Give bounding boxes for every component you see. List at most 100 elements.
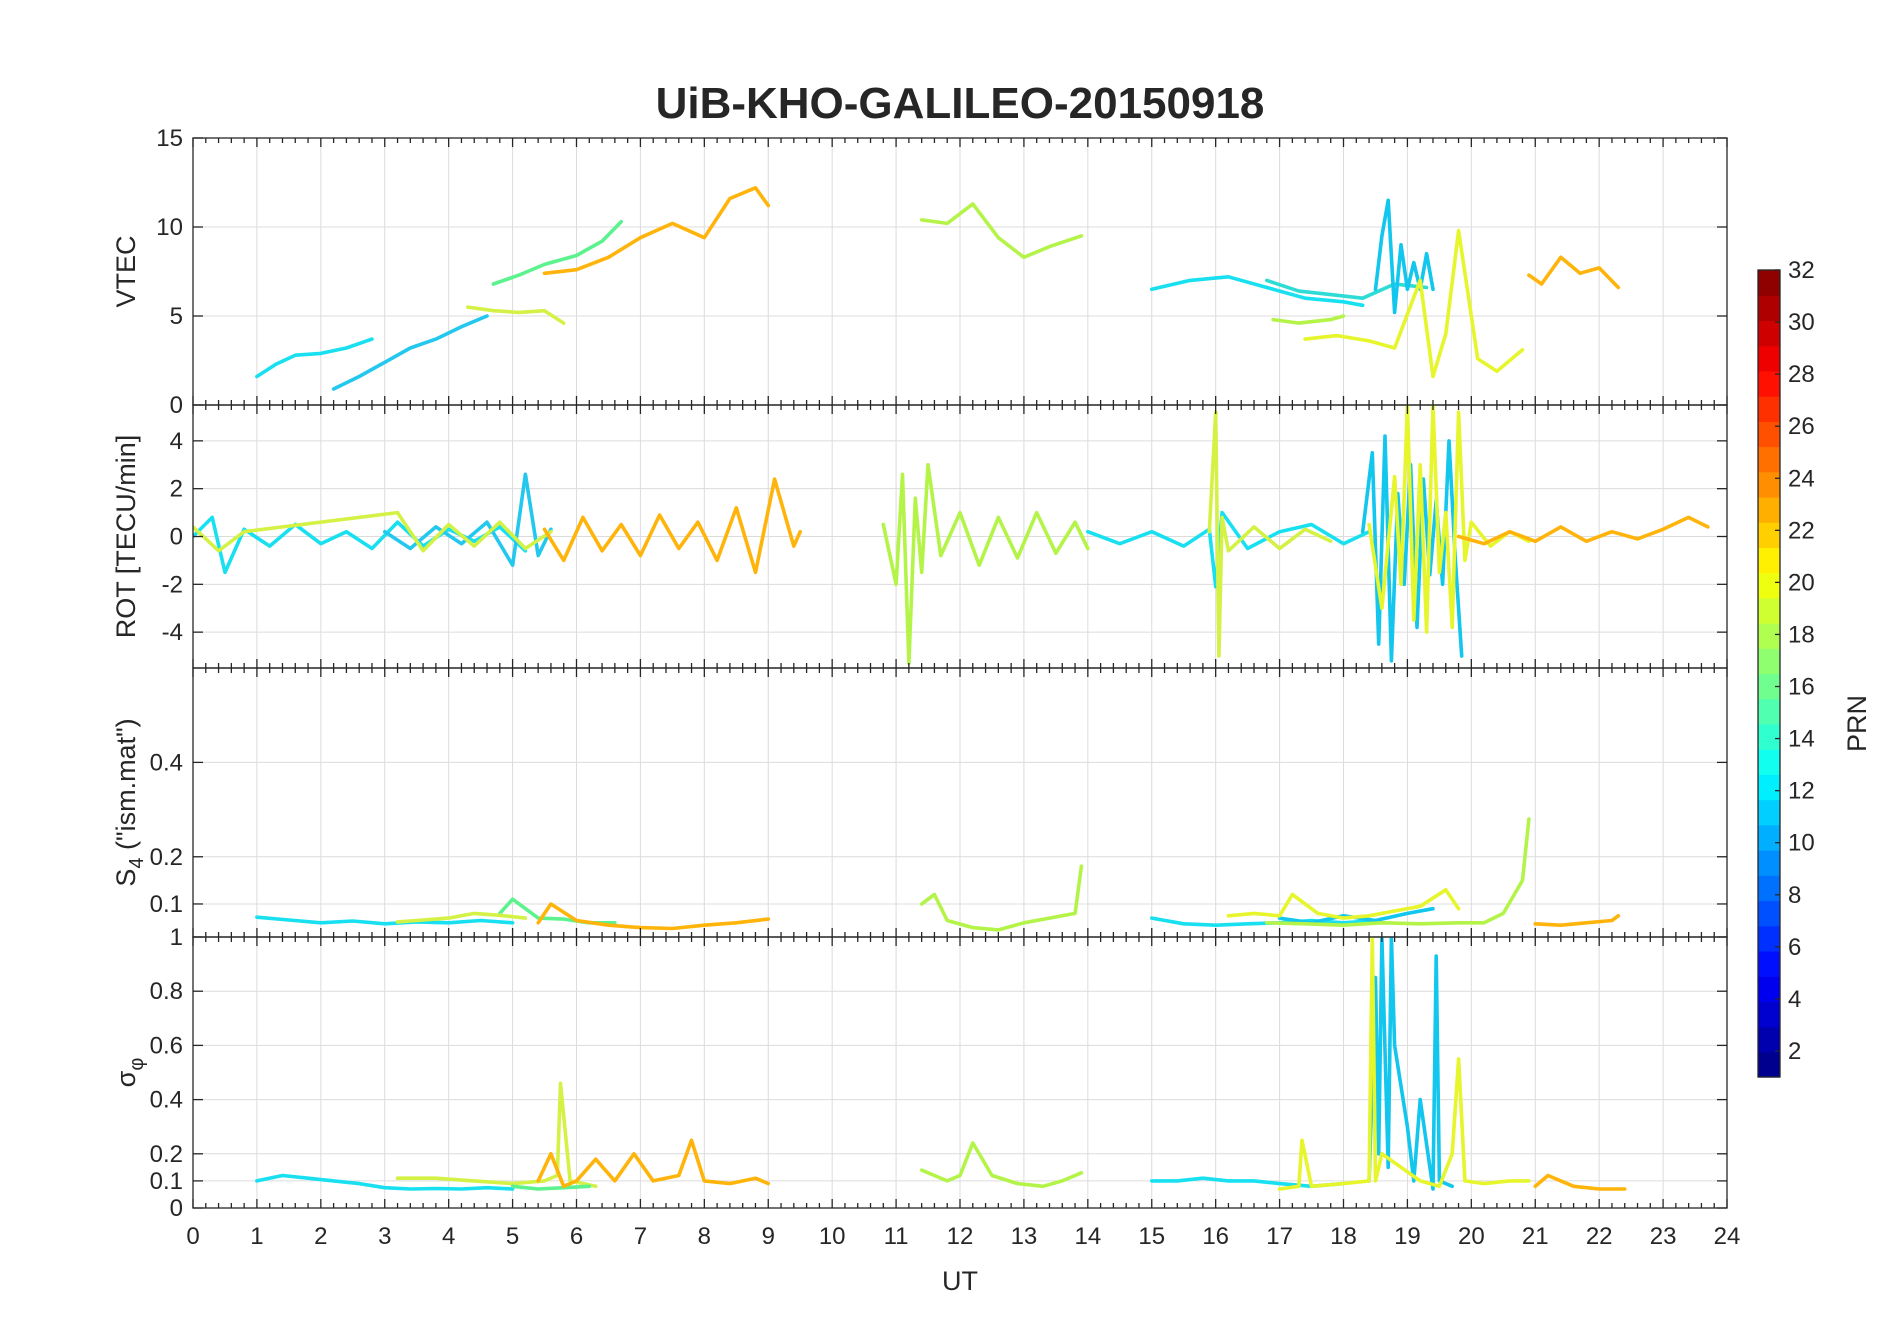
colorbar-segment	[1758, 623, 1780, 649]
series-prn-17-4	[919, 864, 1084, 932]
colorbar-segment	[1758, 976, 1780, 1002]
colorbar-tick-label: 28	[1788, 361, 1815, 388]
colorbar-tick-label: 32	[1788, 257, 1815, 284]
colorbar-segment	[1758, 496, 1780, 523]
colorbar-segment	[1758, 799, 1780, 826]
colorbar-segment	[1758, 345, 1780, 372]
x-tick-label: 5	[506, 1223, 519, 1250]
colorbar-segment	[1758, 875, 1780, 902]
series-prn-18-2	[465, 305, 566, 325]
colorbar-segment	[1758, 774, 1780, 801]
y-tick-label: 0.4	[150, 1087, 183, 1114]
colorbar-segment	[1758, 925, 1780, 952]
series-prn-17-9	[1271, 314, 1346, 325]
minor-x-ticks	[192, 937, 1728, 1208]
colorbar-tick-label: 16	[1788, 674, 1815, 701]
y-tick-label: -4	[162, 619, 183, 646]
colorbar-tick-label: 12	[1788, 778, 1815, 805]
x-tick-label: 7	[634, 1223, 647, 1250]
series-prn-13-7	[1265, 278, 1429, 301]
x-tick-label: 23	[1650, 1223, 1677, 1250]
colorbar-segment	[1758, 698, 1780, 725]
y-tick-label: 0.1	[150, 1168, 183, 1195]
series-prn-12-0	[255, 337, 374, 379]
colorbar-segment	[1758, 1026, 1780, 1053]
x-tick-label: 9	[762, 1223, 775, 1250]
x-tick-label: 24	[1714, 1223, 1741, 1250]
y-tick-label: 2	[170, 476, 183, 503]
colorbar-segment	[1758, 597, 1780, 624]
y-axis-label-main: σ	[111, 1070, 141, 1087]
grid-lines	[192, 936, 1728, 1209]
y-axis-label-suffix: ("ism.mat")	[111, 718, 141, 857]
colorbar-segment	[1758, 749, 1780, 775]
x-tick-label: 18	[1330, 1223, 1357, 1250]
series-prn-22-9	[1533, 913, 1621, 928]
series-prn-15-1	[497, 897, 617, 925]
minor-x-ticks	[192, 668, 1728, 937]
x-tick-label: 12	[947, 1223, 974, 1250]
series-prn-22-3	[542, 477, 803, 575]
series-prn-22-8	[1533, 1173, 1627, 1191]
colorbar-segment	[1758, 295, 1780, 322]
series-prn-15-3	[491, 219, 624, 286]
series-prn-12-6	[1150, 274, 1365, 308]
x-tick-label: 8	[698, 1223, 711, 1250]
minor-x-ticks	[192, 138, 1728, 405]
panel-rot: -4 -2 0 2 4 ROT [TECU/min]	[111, 404, 1728, 669]
y-tick-label: 0.4	[150, 749, 183, 776]
series-prn-18-1	[395, 1081, 598, 1189]
x-tick-label: 21	[1522, 1223, 1549, 1250]
grid-lines	[192, 668, 1728, 937]
series-group	[193, 405, 1710, 666]
series-prn-12-5	[1150, 1176, 1346, 1189]
colorbar-segment	[1758, 572, 1780, 599]
colorbar-segment	[1758, 446, 1780, 473]
colorbar-tick-label: 6	[1788, 934, 1801, 961]
chart-title: UiB-KHO-GALILEO-20150918	[656, 79, 1265, 128]
y-axis-label-main: VTEC	[111, 235, 141, 307]
minor-x-ticks	[192, 405, 1728, 668]
colorbar-segment	[1758, 270, 1780, 296]
series-prn-17-4	[881, 462, 1090, 666]
colorbar-label: PRN	[1842, 695, 1872, 752]
y-tick-label: 0	[170, 524, 183, 551]
series-prn-18-2	[193, 510, 553, 553]
colorbar-segment	[1758, 850, 1780, 876]
colorbar-segment	[1758, 950, 1780, 977]
series-prn-22-9	[1456, 515, 1710, 546]
series-prn-11-6	[1367, 937, 1454, 1191]
series-prn-12-5	[1150, 916, 1378, 928]
y-tick-label: 0.6	[150, 1032, 183, 1059]
series-group	[255, 186, 1621, 391]
x-tick-label: 16	[1202, 1223, 1229, 1250]
x-tick-label: 13	[1011, 1223, 1038, 1250]
y-tick-label: 15	[156, 125, 183, 152]
x-tick-label: 19	[1394, 1223, 1421, 1250]
x-tick-label: 3	[378, 1223, 391, 1250]
colorbar-segment	[1758, 900, 1780, 927]
x-tick-label: 6	[570, 1223, 583, 1250]
colorbar-tick-label: 22	[1788, 517, 1815, 544]
colorbar-segment	[1758, 1001, 1780, 1028]
x-tick-label: 11	[884, 1223, 909, 1250]
colorbar-segment	[1758, 824, 1780, 851]
colorbar-segment	[1758, 723, 1780, 750]
colorbar-tick-label: 24	[1788, 465, 1815, 492]
y-tick-label: 0	[170, 392, 183, 419]
series-prn-17-4	[919, 1141, 1084, 1189]
series-prn-15-2	[510, 1184, 592, 1191]
colorbar-segment	[1758, 471, 1780, 498]
colorbar-tick-label: 30	[1788, 309, 1815, 336]
colorbar-tick-label: 2	[1788, 1038, 1801, 1065]
y-tick-label: 0.2	[150, 844, 183, 871]
x-tick-label: 17	[1266, 1223, 1293, 1250]
colorbar: 32 30 28 26 24 22 20 18 16 14 12 10 8 6 4 2 PRN	[1757, 257, 1872, 1078]
colorbar-segment	[1758, 648, 1780, 675]
series-prn-22-3	[536, 902, 771, 931]
y-tick-label: 0	[170, 1195, 183, 1222]
series-prn-11-8	[1373, 198, 1435, 315]
